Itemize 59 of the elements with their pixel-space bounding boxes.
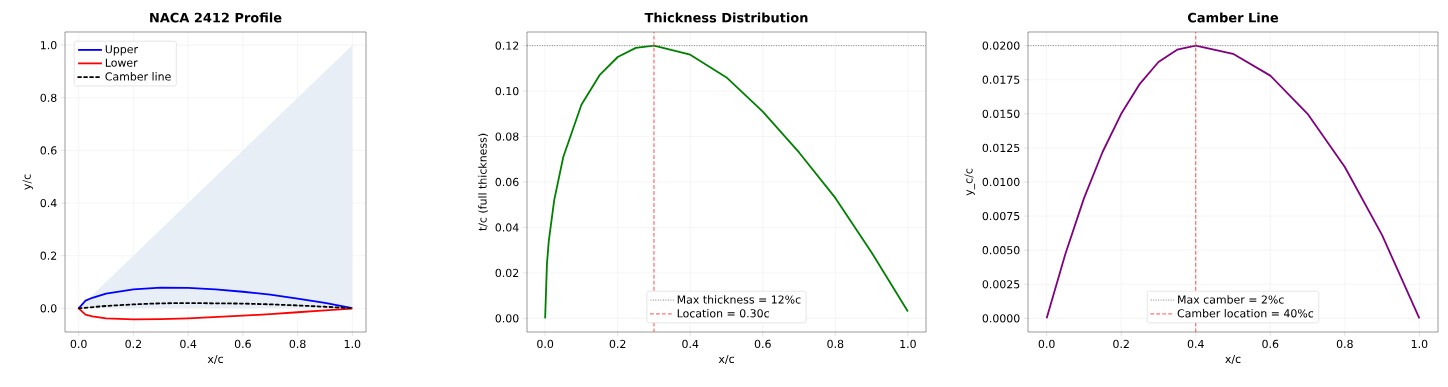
y-tick-label: 0.12 [495,41,519,50]
y-tick-label: 1.0 [41,41,57,50]
ref-line-label: Camber location = 40%c [1177,308,1314,318]
y-tick-label: 0.08 [495,132,519,141]
x-tick-label: 0.0 [70,339,87,349]
y-tick-label: 0.0025 [982,280,1020,289]
ref-line-label: Location = 0.30c [677,308,769,318]
y-tick-label: 0.0150 [982,109,1020,118]
chart-title: Camber Line [1187,12,1279,23]
x-axis-title: x/c [1225,354,1241,364]
x-tick-label: 0.4 [682,339,699,349]
chart-title: NACA 2412 Profile [150,12,282,23]
legend-label: Upper [105,45,138,56]
y-tick-label: 0.04 [495,223,519,232]
x-tick-label: 0.6 [1262,339,1279,349]
y-axis-title: y/c [22,174,33,190]
y-tick-label: 0.0075 [982,211,1020,221]
y-tick-label: 0.10 [495,86,519,96]
x-tick-label: 1.0 [344,339,361,349]
y-axis-title: y_c/c [964,168,976,196]
x-tick-label: 0.6 [234,339,251,349]
chart-title: Thickness Distribution [644,12,808,23]
x-tick-label: 0.0 [1038,339,1055,349]
y-tick-label: 0.02 [495,268,519,278]
line-series [1045,44,1421,320]
x-tick-label: 0.2 [609,339,626,349]
legend-label: Max camber = 2%c [1178,295,1284,304]
y-tick-label: 0.2 [40,251,57,260]
legend-label: Camber line [105,72,171,81]
y-tick-label: 0.0 [40,304,57,313]
x-tick-label: 0.2 [125,339,142,349]
y-tick-label: 0.0000 [982,314,1020,323]
legend-label: Lower [105,58,138,67]
y-tick-label: 0.0125 [982,143,1020,153]
line-series [77,286,354,310]
y-tick-label: 0.0175 [982,75,1020,84]
y-axis-title: t/c (full thickness) [478,133,488,231]
x-tick-label: 0.8 [1336,339,1353,349]
y-tick-label: 0.00 [495,314,519,323]
x-tick-label: 0.4 [1187,339,1204,349]
x-tick-label: 0.8 [827,339,844,349]
y-tick-label: 0.0200 [982,41,1020,50]
x-tick-label: 1.0 [1411,339,1428,349]
y-tick-label: 0.6 [40,146,57,155]
y-tick-label: 0.06 [495,177,519,187]
y-tick-label: 0.0100 [982,177,1020,187]
x-tick-label: 0.2 [1113,339,1129,349]
y-tick-label: 0.8 [40,93,57,102]
x-axis-title: x/c [207,354,223,364]
x-axis-title: x/c [718,354,734,364]
x-tick-label: 0.4 [180,339,197,349]
y-tick-label: 0.0050 [982,246,1020,255]
y-tick-label: 0.4 [40,198,57,208]
x-tick-label: 0.6 [754,339,771,349]
x-tick-label: 0.0 [537,339,554,349]
x-tick-label: 0.8 [289,339,306,349]
line-series [544,44,909,320]
legend-label: Max thickness = 12%c [677,295,801,304]
x-tick-label: 1.0 [900,339,916,349]
